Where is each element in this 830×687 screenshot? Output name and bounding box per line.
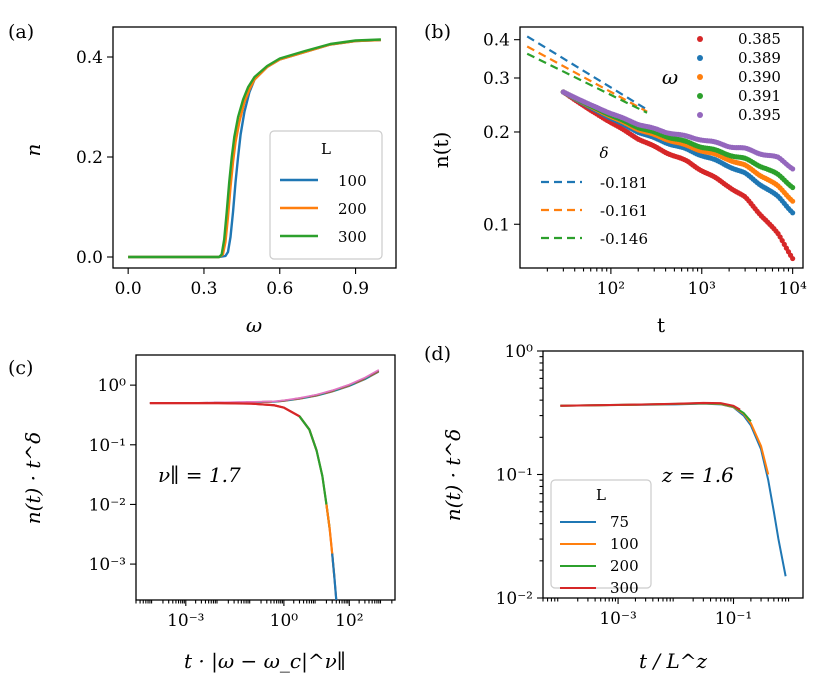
panel-c-lower-curve: [331, 553, 338, 601]
panel-a: (a) 0.0 0.3 0.6 0.9 0.0 0.2 0.4 ω n L 100 200 30…: [8, 21, 397, 337]
panel-a-xtick-label: 0.3: [190, 279, 217, 299]
panel-c-ytick-label: 10⁻¹: [89, 436, 126, 456]
panel-c-lower-curve: [149, 402, 338, 601]
panel-b-legend-marker-0.390: [697, 74, 703, 80]
panel-a-legend-label-100: 100: [338, 172, 367, 190]
panel-b-fit-line--0.181: [526, 35, 648, 111]
panel-c-xlabel: t · |ω − ω_c|^ν∥: [184, 649, 346, 674]
panel-a-axes: [112, 26, 397, 269]
panel-b-point: [790, 210, 796, 216]
panel-c-letter: (c): [8, 357, 33, 379]
panel-a-xtick-label: 0.9: [342, 279, 369, 299]
panel-d-xtick-label: 10⁻¹: [715, 609, 752, 629]
panel-d-legend-label-300: 300: [610, 579, 639, 597]
panel-c-lower-curve: [298, 415, 331, 529]
panel-d-letter: (d): [424, 343, 451, 365]
panel-b-fit-legend: -0.181 -0.161 -0.146: [541, 174, 648, 248]
panel-a-ylabel: n: [21, 144, 45, 157]
panel-c-ytick-label: 10⁻²: [89, 495, 126, 515]
panel-d-annotation: z = 1.6: [661, 463, 734, 487]
panel-b-legend-label-0.395: 0.395: [738, 106, 781, 124]
panel-d-legend-title: L: [596, 486, 606, 504]
panel-b-fit-line--0.161: [526, 45, 648, 113]
panel-d-legend-label-200: 200: [610, 557, 639, 575]
panel-b-letter: (b): [424, 21, 451, 43]
panel-b-fit-legend-title: δ: [599, 144, 608, 162]
panel-c-ytick-label: 10⁰: [98, 376, 127, 396]
panel-c-xtick-label: 10⁰: [270, 611, 299, 631]
panel-a-legend: L 100 200 300: [269, 130, 383, 260]
panel-d-ytick-label: 10⁰: [505, 342, 534, 362]
panel-b-axes: [519, 26, 804, 269]
panel-d-ylabel: n(t) · t^δ: [441, 429, 465, 521]
panel-d-xlabel: t / L^z: [639, 649, 708, 673]
panel-b-point: [790, 198, 796, 204]
panel-b-ytick-label: 0.2: [483, 123, 510, 143]
panel-b-point: [790, 255, 796, 262]
panel-c-lower-curve: [149, 401, 318, 451]
panel-b: (b) 10² 10³ 10⁴ 0.1 0.2 0.3 0.4 t n(t) ω 0.385…: [424, 21, 807, 337]
panel-b-series-legend-title: ω: [662, 65, 678, 89]
panel-a-ytick-label: 0.2: [76, 148, 103, 168]
panel-b-point: [790, 166, 796, 172]
panel-a-letter: (a): [8, 21, 34, 43]
panel-c-xtick-label: 10⁻³: [167, 611, 204, 631]
panel-b-xtick-label: 10³: [688, 279, 716, 299]
panel-d-series-300: [560, 401, 741, 411]
panel-c-annotation: ν∥ = 1.7: [158, 463, 241, 487]
panel-b-fit-legend-label--0.161: -0.161: [600, 202, 648, 220]
panel-b-legend-marker-0.391: [697, 93, 703, 99]
panel-b-legend-label-0.385: 0.385: [738, 30, 781, 48]
panel-d-legend: L 75 100 200 300: [550, 479, 652, 597]
panel-b-xtick-label: 10²: [597, 279, 625, 299]
panel-b-legend-marker-0.385: [697, 36, 703, 42]
panel-c-ytick-label: 10⁻³: [89, 555, 126, 575]
panel-b-fit-legend-label--0.146: -0.146: [600, 230, 648, 248]
panel-b-legend-label-0.390: 0.390: [738, 68, 781, 86]
panel-b-fit-line--0.146: [526, 52, 648, 114]
panel-d-xtick-label: 10⁻³: [599, 609, 636, 629]
panel-b-ytick-label: 0.1: [483, 215, 510, 235]
panel-c-xtick-label: 10²: [335, 611, 363, 631]
panel-a-xtick-label: 0.0: [115, 279, 142, 299]
panel-d-ytick-label: 10⁻²: [496, 589, 533, 609]
panel-a-legend-title: L: [321, 140, 331, 158]
panel-c-ylabel: n(t) · t^δ: [21, 432, 45, 524]
panel-a-xlabel: ω: [246, 313, 262, 337]
panel-b-legend-marker-0.395: [697, 112, 703, 118]
panel-d-ytick-label: 10⁻¹: [496, 466, 533, 486]
panel-b-point: [790, 184, 796, 191]
panel-c: (c) 10⁻³ 10⁰ 10² 10⁻³ 10⁻² 10⁻¹ 10⁰ ν∥ = 1.7 t…: [8, 354, 396, 674]
panel-a-legend-label-300: 300: [338, 228, 367, 246]
panel-b-ytick-label: 0.3: [483, 69, 510, 89]
panel-b-legend-marker-0.389: [697, 55, 703, 61]
panel-a-series-300: [128, 38, 381, 259]
panel-d-legend-label-100: 100: [610, 535, 639, 553]
panel-b-ytick-label: 0.4: [483, 31, 510, 51]
panel-a-legend-label-200: 200: [338, 200, 367, 218]
panel-d-legend-label-75: 75: [610, 513, 629, 531]
panel-a-xtick-label: 0.6: [266, 279, 293, 299]
panel-a-ytick-label: 0.4: [76, 48, 103, 68]
panel-c-axes: [135, 354, 396, 601]
panel-b-legend-label-0.391: 0.391: [738, 87, 781, 105]
panel-b-legend-label-0.389: 0.389: [738, 49, 781, 67]
panel-b-series-0.395: [560, 89, 796, 172]
panel-b-ylabel: n(t): [429, 132, 453, 169]
panel-a-ytick-label: 0.0: [76, 248, 103, 268]
panel-b-fit-legend-label--0.181: -0.181: [600, 174, 648, 192]
panel-c-upper-curve: [149, 369, 380, 404]
panel-b-xtick-label: 10⁴: [778, 279, 807, 299]
panel-b-xlabel: t: [657, 313, 665, 337]
